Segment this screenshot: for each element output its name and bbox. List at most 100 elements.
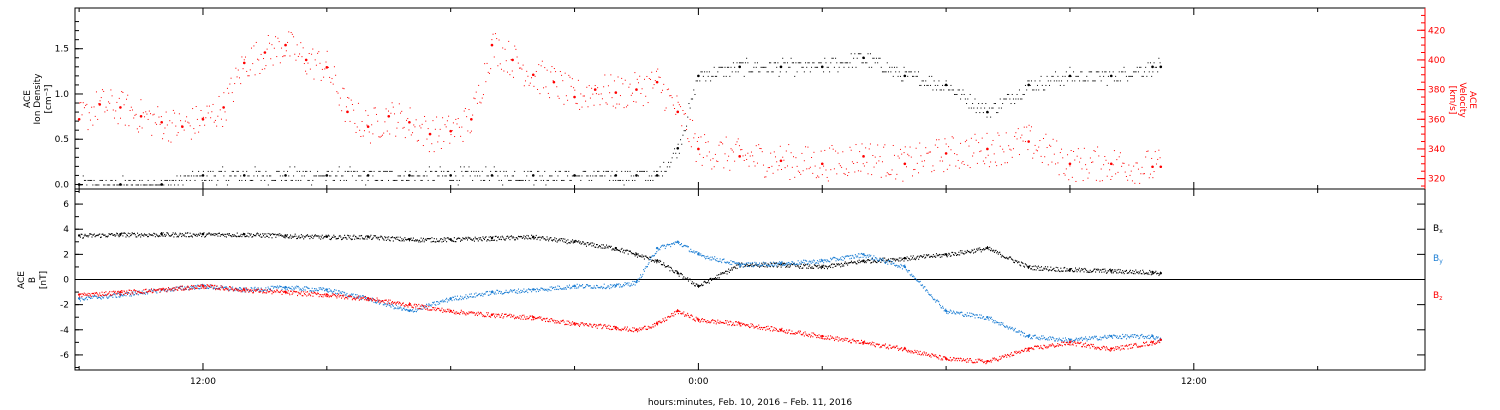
data-dot [240, 175, 242, 177]
data-dot [1146, 272, 1148, 274]
data-dot [887, 173, 889, 175]
data-dot [468, 166, 470, 168]
data-dot [1117, 337, 1119, 339]
data-dot [785, 266, 787, 268]
data-dot [930, 294, 932, 296]
data-dot [1009, 98, 1011, 100]
data-dot [547, 179, 549, 181]
data-dot [263, 58, 265, 60]
data-dot [1000, 321, 1002, 324]
data-dot [422, 237, 424, 240]
data-dot [773, 62, 775, 64]
data-dot [819, 62, 821, 64]
data-dot [844, 261, 846, 263]
data-point [408, 120, 411, 124]
data-dot [592, 287, 594, 289]
data-dot [824, 149, 826, 151]
data-dot [443, 300, 445, 302]
data-dot [98, 294, 100, 296]
data-dot [650, 260, 652, 262]
data-dot [759, 262, 761, 264]
data-dot [248, 175, 250, 177]
data-dot [573, 175, 575, 177]
data-dot [626, 282, 628, 284]
data-dot [1003, 325, 1005, 328]
data-dot [144, 116, 146, 118]
data-dot [942, 253, 944, 256]
data-dot [805, 260, 807, 262]
data-dot [912, 257, 913, 259]
data-dot [461, 126, 463, 128]
data-dot [1156, 272, 1158, 274]
data-dot [533, 184, 535, 186]
data-point [119, 290, 122, 294]
data-dot [476, 102, 478, 104]
data-dot [623, 283, 625, 286]
data-dot [660, 245, 662, 247]
data-dot [385, 305, 387, 307]
data-dot [565, 288, 567, 290]
data-dot [707, 75, 709, 77]
data-dot [620, 248, 622, 251]
data-dot [755, 262, 757, 264]
data-dot [344, 234, 346, 236]
data-dot [532, 237, 534, 239]
data-dot [603, 170, 605, 172]
data-dot [381, 237, 383, 239]
bottom-y-tick-label: -2 [60, 301, 69, 311]
data-dot [776, 66, 778, 68]
data-dot [281, 288, 283, 290]
data-dot [1133, 270, 1135, 273]
data-dot [1016, 331, 1018, 333]
data-dot [595, 246, 597, 248]
data-dot [321, 289, 323, 291]
data-dot [818, 176, 820, 178]
data-dot [683, 276, 685, 278]
data-dot [1032, 89, 1034, 91]
data-dot [354, 235, 356, 238]
data-dot [145, 234, 147, 236]
data-dot [1134, 182, 1136, 184]
data-dot [274, 286, 276, 288]
data-dot [353, 296, 355, 298]
data-dot [1074, 270, 1076, 272]
data-dot [1102, 336, 1104, 339]
data-dot [1081, 269, 1083, 271]
data-dot [244, 179, 246, 181]
data-dot [848, 255, 850, 257]
data-dot [1052, 75, 1054, 77]
data-dot [944, 84, 946, 86]
data-dot [427, 238, 429, 240]
data-dot [1047, 337, 1049, 339]
data-dot [182, 125, 184, 127]
data-dot [847, 255, 849, 257]
data-dot [477, 294, 479, 297]
data-dot [756, 265, 758, 267]
data-dot [567, 239, 569, 241]
data-dot [1025, 335, 1027, 338]
data-dot [341, 238, 343, 240]
data-dot [511, 235, 513, 237]
data-dot [1058, 339, 1060, 341]
data-dot [523, 235, 525, 237]
data-dot [778, 165, 780, 167]
data-dot [480, 102, 482, 104]
data-dot [385, 170, 387, 172]
data-dot [619, 95, 621, 97]
data-dot [451, 240, 453, 242]
data-dot [658, 76, 660, 78]
data-dot [1119, 152, 1121, 154]
data-dot [269, 175, 271, 177]
data-dot [963, 163, 965, 165]
data-dot [1041, 338, 1043, 340]
data-dot [482, 179, 484, 181]
data-dot [116, 293, 118, 295]
data-dot [139, 179, 141, 181]
data-dot [319, 235, 321, 237]
data-dot [635, 175, 637, 177]
data-dot [282, 235, 284, 237]
data-dot [935, 256, 937, 258]
data-point [635, 88, 638, 91]
data-dot [942, 305, 944, 307]
data-dot [1116, 335, 1118, 337]
